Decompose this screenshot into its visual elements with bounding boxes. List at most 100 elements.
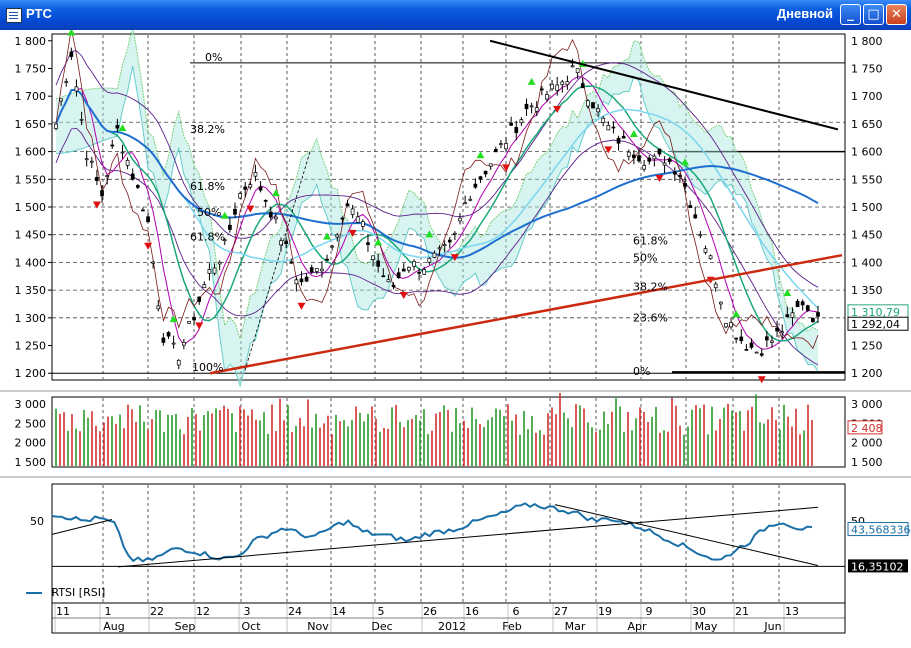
price-tick-left-9: 1 350 <box>15 284 47 297</box>
fib-left-label-0: 0% <box>205 51 222 64</box>
fib-anchor-line <box>244 151 311 371</box>
candle-body-109 <box>611 126 616 129</box>
candle-body-127 <box>703 248 708 253</box>
candle-body-126 <box>698 234 703 237</box>
fib-right-label-4: 0% <box>633 365 650 378</box>
minimize-button[interactable]: _ <box>840 4 861 25</box>
candle-body-43 <box>274 216 278 220</box>
ma-long <box>55 88 819 259</box>
candle-body-78 <box>453 232 457 235</box>
candle-body-64 <box>381 275 386 278</box>
date-month-4: Dec <box>371 620 392 633</box>
candle-body-132 <box>729 322 733 328</box>
lower-band <box>55 127 819 366</box>
down-fractal-68 <box>399 292 408 300</box>
volume-tick-right-2: 2 000 <box>851 437 883 450</box>
candle-body-149 <box>816 312 820 317</box>
candle-body-100 <box>565 81 570 85</box>
candle-body-135 <box>744 349 749 351</box>
candle-body-87 <box>499 143 503 145</box>
up-fractal-63 <box>374 238 383 246</box>
rsi-support-trendline <box>117 506 819 568</box>
volume-tick-left-2: 2 000 <box>15 437 47 450</box>
candle-body-145 <box>795 300 800 307</box>
window-title: РТС <box>26 6 52 21</box>
date-day-16: 13 <box>785 605 799 618</box>
rsi-low-box <box>848 559 908 573</box>
fib-left-label-2: 61.8% <box>190 180 225 193</box>
price-tick-left-0: 1 800 <box>15 35 47 48</box>
date-month-5: 2012 <box>438 620 466 633</box>
candle-body-0 <box>54 123 58 130</box>
rising-support-trendline <box>209 253 843 375</box>
date-day-1: 1 <box>105 605 112 618</box>
candle-body-69 <box>407 267 411 271</box>
price-tick-right-3: 1 650 <box>851 118 883 131</box>
candle-body-62 <box>371 255 375 260</box>
price-tick-right-2: 1 700 <box>851 90 883 103</box>
candle-body-96 <box>545 94 549 100</box>
candle-body-59 <box>355 216 360 223</box>
candle-body-105 <box>591 102 595 109</box>
rsi-panel[interactable] <box>51 483 846 605</box>
up-fractal-93 <box>527 77 536 85</box>
candle-body-60 <box>360 221 365 227</box>
price-tick-left-8: 1 400 <box>15 256 47 269</box>
candle-body-53 <box>325 258 329 261</box>
volume-last-label: 2 408 <box>851 422 883 435</box>
down-fractal-8 <box>92 201 101 209</box>
candle-body-123 <box>683 183 687 187</box>
price-tick-left-3: 1 650 <box>15 118 47 131</box>
candle-body-55 <box>335 234 340 238</box>
candle-body-133 <box>734 337 739 340</box>
candle-body-86 <box>493 148 498 153</box>
date-day-13: 9 <box>646 605 653 618</box>
candle-body-113 <box>632 154 636 159</box>
close-button[interactable]: ✕ <box>886 4 907 25</box>
candle-body-98 <box>555 84 560 91</box>
candle-body-146 <box>800 301 805 306</box>
candle-body-22 <box>166 332 171 337</box>
price-tick-left-5: 1 550 <box>15 173 47 186</box>
candle-body-117 <box>652 155 657 160</box>
maximize-button[interactable]: □ <box>863 4 884 25</box>
candle-body-76 <box>442 244 447 247</box>
candle-body-15 <box>130 173 135 180</box>
price-tick-left-10: 1 300 <box>15 312 47 325</box>
cloud-span-a <box>55 30 819 341</box>
candle-body-7 <box>89 160 94 163</box>
down-fractal-88 <box>502 164 511 172</box>
candle-body-125 <box>693 214 698 219</box>
candle-body-32 <box>217 261 222 265</box>
candle-body-90 <box>514 127 519 133</box>
candle-body-108 <box>606 125 611 131</box>
axis-labels: 1 800 1 800 1 750 1 750 1 700 1 700 1 650 1 650… <box>15 35 911 574</box>
date-day-4: 3 <box>244 605 251 618</box>
lagging-span <box>55 30 819 350</box>
candle-body-25 <box>182 342 186 346</box>
candle-body-61 <box>366 242 370 245</box>
date-day-8: 26 <box>423 605 437 618</box>
candle-body-27 <box>192 316 196 321</box>
price-tick-right-0: 1 800 <box>851 35 883 48</box>
date-day-10: 6 <box>513 605 520 618</box>
date-day-12: 19 <box>598 605 612 618</box>
candle-body-26 <box>187 321 191 324</box>
ma-medium <box>55 85 819 342</box>
price-tick-right-12: 1 200 <box>851 367 883 380</box>
candle-body-77 <box>447 239 452 243</box>
candle-body-81 <box>468 198 473 201</box>
candle-body-73 <box>427 257 432 263</box>
down-fractal-98 <box>553 105 562 113</box>
candle-body-124 <box>688 205 692 208</box>
horizontal-gridlines <box>52 62 845 374</box>
candle-body-134 <box>739 336 744 342</box>
candle-body-142 <box>780 331 785 334</box>
candle-body-93 <box>529 105 534 108</box>
candle-body-80 <box>463 202 467 205</box>
candle-body-139 <box>765 336 769 341</box>
fib-right-label-1: 50% <box>633 252 657 265</box>
date-month-10: Jun <box>763 620 781 633</box>
candle-body-118 <box>657 148 662 155</box>
